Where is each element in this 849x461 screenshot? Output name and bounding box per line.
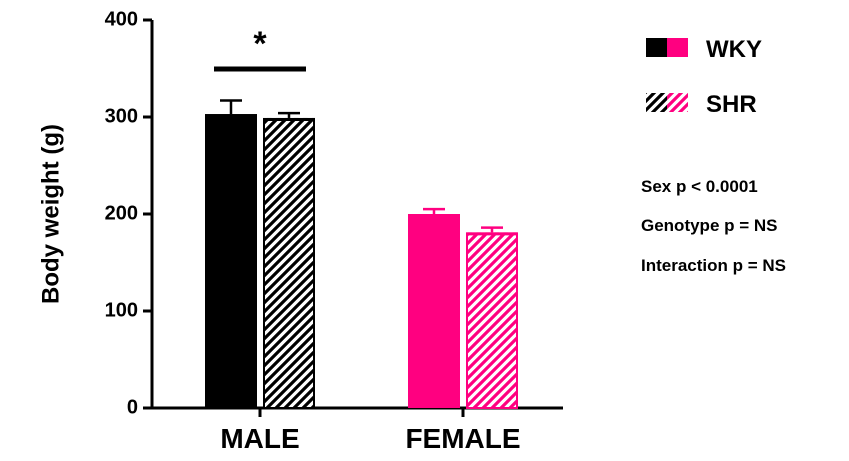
significance-star: * [253, 25, 267, 63]
legend-shr-black-swatch [646, 93, 667, 112]
y-tick-label: 200 [105, 202, 138, 224]
legend: WKY SHR [646, 36, 762, 118]
annotation-sex-p: Sex p < 0.0001 [641, 177, 758, 196]
legend-wky-black-swatch [646, 38, 667, 57]
annotation-genotype-p: Genotype p = NS [641, 216, 778, 235]
y-tick-label: 300 [105, 105, 138, 127]
bar-outline [263, 117, 315, 409]
legend-wky-label: WKY [706, 36, 762, 63]
legend-wky-pink-swatch [667, 38, 688, 57]
y-axis-label: Body weight (g) [37, 124, 64, 304]
bar-wky-male [205, 114, 257, 408]
statistics-annotations: Sex p < 0.0001 Genotype p = NS Interacti… [641, 177, 786, 275]
bar-shr-male [263, 117, 315, 408]
plot-area: 0 100 200 300 400 MALE FEMALE * [105, 8, 563, 454]
legend-shr-label: SHR [706, 91, 757, 118]
x-category-label: MALE [220, 423, 299, 454]
bar-outline [466, 232, 518, 409]
y-tick-label: 400 [105, 8, 138, 30]
legend-shr-pink-swatch [667, 93, 688, 112]
bar-wky-female [408, 214, 460, 408]
bar-shr-female [466, 232, 518, 408]
annotation-interaction-p: Interaction p = NS [641, 256, 786, 275]
x-category-label: FEMALE [405, 423, 520, 454]
y-tick-label: 0 [127, 396, 138, 418]
y-tick-label: 100 [105, 299, 138, 321]
